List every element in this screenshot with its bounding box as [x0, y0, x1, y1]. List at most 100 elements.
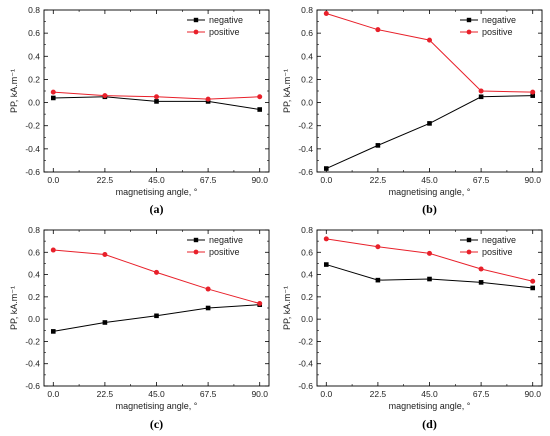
- data-point-negative: [530, 285, 536, 291]
- data-point-positive: [257, 301, 263, 307]
- data-point-positive: [154, 269, 159, 275]
- y-tick-label: -0.4: [298, 144, 313, 154]
- y-tick-label: 0.6: [28, 247, 40, 257]
- data-point-positive: [427, 250, 432, 256]
- legend-label-positive: positive: [482, 27, 513, 37]
- x-axis-title: magnetising angle, °: [116, 187, 198, 197]
- y-tick-label: 0.0: [301, 314, 313, 324]
- y-tick-label: 0.6: [28, 28, 40, 38]
- data-point-negative: [375, 143, 381, 148]
- x-tick-label: 67.5: [200, 389, 217, 399]
- x-tick-label: 67.5: [200, 175, 217, 185]
- data-point-positive: [102, 93, 108, 99]
- data-point-negative: [530, 93, 536, 98]
- y-tick-label: 0.2: [28, 292, 40, 302]
- legend-label-negative: negative: [482, 235, 516, 245]
- series-negative: [323, 93, 536, 171]
- x-axis-title: magnetising angle, °: [116, 401, 198, 411]
- legend-label-positive: positive: [482, 247, 513, 257]
- data-point-positive: [427, 37, 432, 43]
- x-tick-label: 0.0: [47, 389, 59, 399]
- x-tick-label: 45.0: [148, 175, 165, 185]
- y-tick-label: -0.2: [298, 121, 313, 131]
- data-point-positive: [478, 88, 484, 94]
- series-line-positive: [326, 238, 533, 282]
- legend: negative positive: [460, 235, 516, 257]
- data-point-negative: [323, 166, 329, 171]
- y-tick-label: -0.2: [25, 121, 40, 131]
- y-tick-label: 0.4: [28, 51, 40, 61]
- data-point-negative: [50, 329, 56, 334]
- legend-marker-negative: [193, 17, 199, 23]
- series-negative: [323, 262, 536, 291]
- y-tick-label: 0.4: [301, 270, 313, 280]
- y-tick-label: -0.4: [25, 144, 40, 154]
- x-tick-label: 90.0: [251, 175, 268, 185]
- x-tick-label: 22.5: [370, 389, 387, 399]
- y-axis-title: PP, kA.m⁻¹: [9, 286, 19, 330]
- data-point-negative: [154, 313, 159, 319]
- x-axis-title: magnetising angle, °: [389, 187, 471, 197]
- data-point-positive: [50, 247, 56, 253]
- legend-marker-negative: [466, 17, 472, 23]
- y-tick-label: 0.4: [301, 51, 313, 61]
- x-tick-label: 67.5: [473, 389, 490, 399]
- legend: negative positive: [187, 235, 243, 257]
- series-positive: [323, 10, 536, 95]
- legend-label-negative: negative: [209, 235, 243, 245]
- x-tick-label: 90.0: [524, 389, 541, 399]
- y-tick-label: -0.6: [298, 167, 313, 177]
- legend-marker-negative: [466, 237, 472, 243]
- y-axis-title: PP, kA.m⁻¹: [282, 69, 292, 113]
- legend-marker-positive: [193, 249, 199, 255]
- y-tick-label: 0.0: [28, 314, 40, 324]
- x-axis-title: magnetising angle, °: [389, 401, 471, 411]
- x-tick-label: 45.0: [421, 175, 438, 185]
- chart-panel-4: -0.6 -0.4 -0.2 0.0 0.2 0.4 0.6 0.8 0.0 22.5 45.0 67…: [282, 225, 543, 431]
- x-tick-label: 22.5: [97, 175, 114, 185]
- y-tick-label: -0.4: [298, 359, 313, 369]
- series-line-positive: [326, 12, 533, 93]
- series-line-negative: [326, 264, 533, 289]
- data-point-negative: [102, 320, 108, 325]
- x-tick-label: 22.5: [370, 175, 387, 185]
- y-tick-label: 0.8: [28, 5, 40, 15]
- chart-panel-2: -0.6 -0.4 -0.2 0.0 0.2 0.4 0.6 0.8 0.0 22.5 45.0 67…: [282, 5, 543, 216]
- panel-label: (c): [150, 417, 163, 431]
- data-point-positive: [205, 286, 211, 292]
- chart-panel-1: -0.6 -0.4 -0.2 0.0 0.2 0.4 0.6 0.8 0.0 22.5 45.0 67…: [9, 5, 270, 216]
- data-point-positive: [257, 94, 263, 100]
- series-negative: [50, 302, 263, 334]
- y-axis-title: PP, kA.m⁻¹: [282, 286, 292, 330]
- y-tick-label: -0.6: [25, 381, 40, 391]
- series-line-negative: [326, 95, 533, 169]
- data-point-negative: [478, 280, 484, 285]
- series-positive: [50, 247, 263, 307]
- data-point-positive: [375, 244, 381, 250]
- data-point-positive: [478, 266, 484, 272]
- y-tick-label: 0.8: [301, 225, 313, 235]
- legend-label-positive: positive: [209, 27, 240, 37]
- y-tick-label: 0.4: [28, 270, 40, 280]
- y-tick-label: 0.6: [301, 247, 313, 257]
- y-tick-label: -0.2: [25, 336, 40, 346]
- series-line-positive: [53, 249, 260, 305]
- series-positive: [50, 89, 263, 102]
- y-tick-label: -0.6: [25, 167, 40, 177]
- data-point-positive: [530, 89, 536, 95]
- chart-panel-3: -0.6 -0.4 -0.2 0.0 0.2 0.4 0.6 0.8 0.0 22.5 45.0 67…: [9, 225, 270, 431]
- legend-marker-positive: [466, 29, 472, 35]
- series-positive: [323, 236, 536, 284]
- panel-label: (d): [422, 417, 437, 431]
- data-point-positive: [102, 252, 108, 258]
- y-tick-label: 0.0: [28, 98, 40, 108]
- data-point-positive: [530, 278, 536, 284]
- legend-marker-positive: [193, 29, 199, 35]
- data-point-positive: [154, 94, 159, 100]
- data-point-positive: [323, 236, 329, 242]
- data-point-positive: [205, 96, 211, 102]
- x-tick-label: 45.0: [421, 389, 438, 399]
- y-tick-label: -0.2: [298, 336, 313, 346]
- legend: negative positive: [460, 15, 516, 37]
- data-point-positive: [375, 27, 381, 33]
